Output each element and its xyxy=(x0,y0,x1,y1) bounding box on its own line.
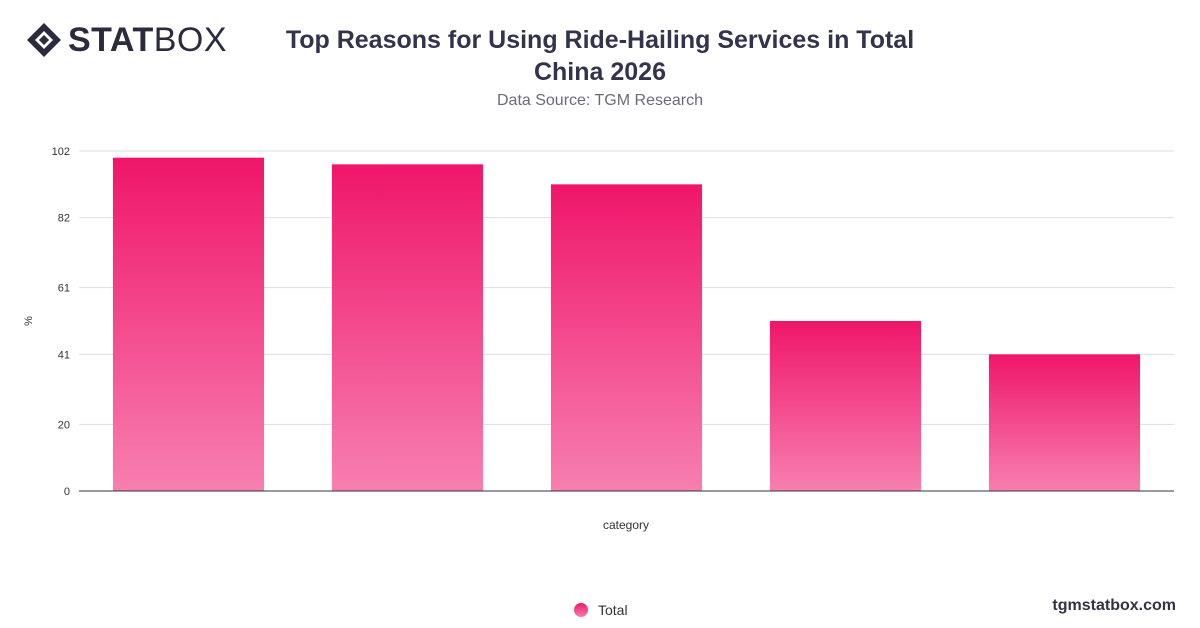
bar[interactable] xyxy=(550,184,703,492)
y-tick-label: 41 xyxy=(58,349,70,361)
legend-label: Total xyxy=(598,602,628,618)
y-axis-label: % xyxy=(23,316,35,326)
y-axis-ticks: 0 20 41 61 82 102 xyxy=(52,146,70,498)
logo-wordmark: STATBOX xyxy=(68,22,227,58)
bar[interactable] xyxy=(112,157,265,491)
bar[interactable] xyxy=(988,354,1141,491)
footer-url[interactable]: tgmstatbox.com xyxy=(1052,597,1176,614)
statbox-logo: STATBOX xyxy=(26,22,227,58)
y-tick-label: 0 xyxy=(64,486,70,498)
logo-bold-text: STAT xyxy=(68,21,154,59)
chart-subtitle: Data Source: TGM Research xyxy=(496,92,703,109)
bar[interactable] xyxy=(331,164,484,492)
y-tick-label: 61 xyxy=(58,283,70,295)
legend-swatch xyxy=(574,603,588,617)
bar[interactable] xyxy=(769,321,922,491)
y-tick-label: 102 xyxy=(52,146,70,158)
logo-light-text: BOX xyxy=(153,21,228,59)
chart-title: Top Reasons for Using Ride-Hailing Servi… xyxy=(285,26,915,86)
x-axis-label: category xyxy=(603,518,649,532)
y-tick-label: 20 xyxy=(58,419,70,431)
diamond-logo-icon xyxy=(27,23,61,57)
y-tick-label: 82 xyxy=(58,213,70,225)
bars xyxy=(112,157,1141,492)
legend[interactable]: Total xyxy=(574,602,628,618)
